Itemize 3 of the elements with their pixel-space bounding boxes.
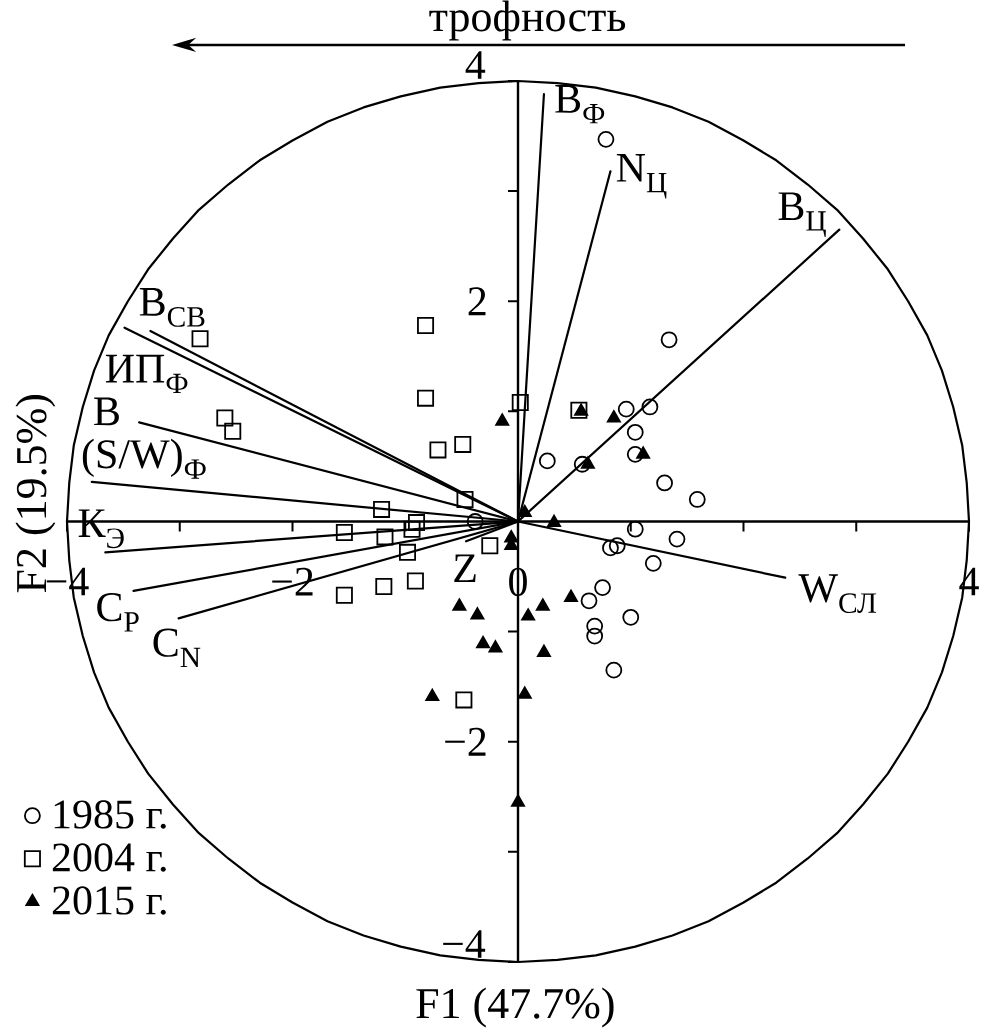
chart-title: трофность [429,0,626,41]
y-tick-label: 4 [465,51,486,79]
x-axis-title: F1 (47.7%) [416,987,614,1028]
